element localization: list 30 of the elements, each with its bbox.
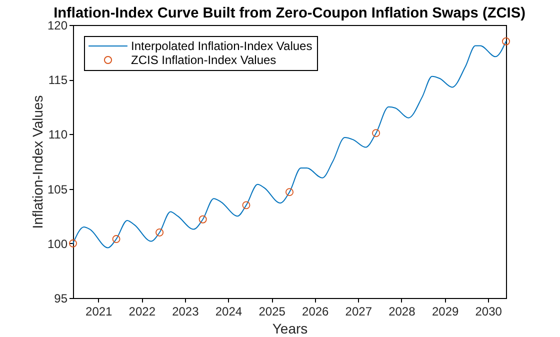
legend-label: Interpolated Inflation-Index Values (131, 39, 312, 53)
x-tick-label: 2028 (388, 304, 416, 318)
x-tick-label: 2030 (475, 304, 502, 318)
y-tick-label: 120 (47, 18, 68, 32)
x-tick-label: 2022 (128, 304, 156, 318)
point (242, 201, 250, 210)
chart-title: Inflation-Index Curve Built from Zero-Coupon Inflation Swaps (ZCIS) (54, 5, 526, 22)
point (502, 37, 510, 46)
y-tick-label: 110 (48, 128, 68, 142)
y-tick-label: 115 (48, 73, 68, 88)
y-tick-label: 105 (47, 182, 68, 196)
x-tick-label: 2025 (258, 304, 286, 318)
x-axis-title: Years (272, 320, 308, 336)
point (112, 235, 120, 244)
y-axis-title: Inflation-Index Values (29, 95, 46, 229)
point (156, 228, 164, 236)
legend-label: ZCIS Inflation-Index Values (131, 53, 276, 67)
point (372, 129, 380, 138)
y-tick-label: 95 (54, 292, 68, 306)
y-tick-label: 100 (47, 236, 68, 251)
point (198, 215, 207, 224)
x-tick-label: 2024 (215, 304, 242, 318)
line-series (72, 40, 506, 248)
point (69, 239, 77, 248)
x-tick-label: 2026 (302, 304, 330, 318)
x-tick-label: 2023 (172, 304, 200, 318)
x-tick-label: 2029 (432, 304, 459, 318)
x-tick-label: 2027 (345, 304, 372, 318)
point (286, 188, 294, 196)
x-tick-label: 2021 (86, 304, 113, 318)
